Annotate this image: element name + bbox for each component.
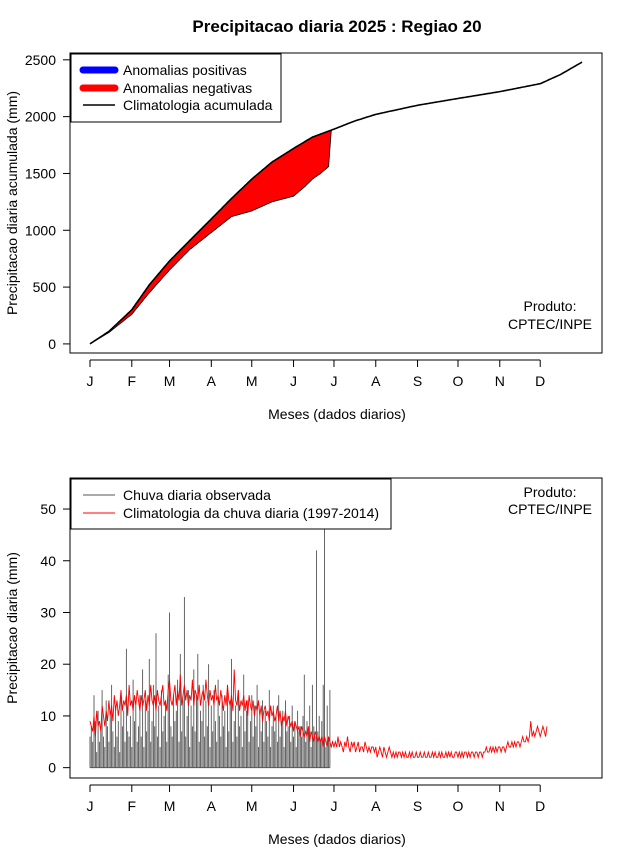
plot-frame [69,477,603,779]
y-ticks: 0 10 20 30 40 50 [40,501,70,776]
legend-label-climatology: Climatologia acumulada [123,97,273,113]
x-tick-label: M [246,373,258,389]
y-axis-label: Precipitacao diaria acumulada (mm) [4,91,20,315]
x-tick-label: O [453,798,464,814]
x-tick-label: A [371,373,381,389]
product-source: CPTEC/INPE [508,316,592,332]
x-tick-label: J [330,373,337,389]
x-tick-label: A [207,798,217,814]
legend-label-climatology: Climatologia da chuva diaria (1997-2014) [123,505,379,521]
anomaly-fill-group [90,130,332,344]
x-tick-label: N [495,373,505,389]
y-tick-label: 50 [40,501,56,517]
x-tick-label: J [87,373,94,389]
line-group [89,669,548,760]
climatology-cumulative-line [89,61,583,345]
x-tick-label: M [164,798,176,814]
plot-frame [69,52,603,354]
x-tick-label: S [413,798,422,814]
x-tick-label: A [207,373,217,389]
y-axis-label: Precipitacao diaria (mm) [4,552,20,704]
legend: Anomalias positivas Anomalias negativas … [70,53,282,123]
bar-group [89,519,331,769]
x-tick-label: S [413,373,422,389]
y-tick-label: 1000 [25,222,56,238]
line-group [89,61,583,345]
product-label: Produto: [524,484,577,500]
y-tick-label: 1500 [25,165,56,181]
x-tick-label: D [535,373,545,389]
y-tick-label: 0 [48,760,56,776]
y-tick-label: 10 [40,708,56,724]
x-tick-label: F [128,373,137,389]
product-label: Produto: [524,298,577,314]
legend-label-positive: Anomalias positivas [123,62,247,78]
x-tick-label: J [330,798,337,814]
legend-label-negative: Anomalias negativas [123,80,252,96]
x-tick-label: D [535,798,545,814]
y-tick-label: 30 [40,604,56,620]
y-tick-label: 2500 [25,52,56,68]
observed-cumulative-line [89,130,332,345]
x-tick-label: O [453,373,464,389]
y-ticks: 0 500 1000 1500 2000 2500 [25,52,70,352]
legend: Chuva diaria observada Climatologia da c… [70,478,392,530]
product-source: CPTEC/INPE [508,501,592,517]
figure-title: Precipitacao diaria 2025 : Regiao 20 [192,17,481,36]
x-axis-label: Meses (dados diarios) [268,831,406,847]
legend-box [70,478,392,530]
x-tick-label: N [495,798,505,814]
y-tick-label: 500 [33,279,57,295]
y-tick-label: 0 [48,336,56,352]
cumulative-chart: 0 500 1000 1500 2000 2500 J F M A M J J A S O N D Meses … [4,52,603,422]
negative-anomaly-area [90,130,332,344]
y-tick-label: 40 [40,553,56,569]
daily-chart: 0 10 20 30 40 50 J F M A M J J A S O N D Meses (dados di… [4,477,603,847]
x-tick-label: F [128,798,137,814]
y-tick-label: 20 [40,656,56,672]
legend-label-observed: Chuva diaria observada [123,487,271,503]
y-tick-label: 2000 [25,109,56,125]
x-tick-label: M [164,373,176,389]
x-tick-label: M [246,798,258,814]
x-tick-label: A [371,798,381,814]
x-axis-label: Meses (dados diarios) [268,406,406,422]
climatology-daily-line [89,669,548,760]
x-tick-label: J [87,798,94,814]
x-tick-label: J [290,373,297,389]
x-tick-label: J [290,798,297,814]
